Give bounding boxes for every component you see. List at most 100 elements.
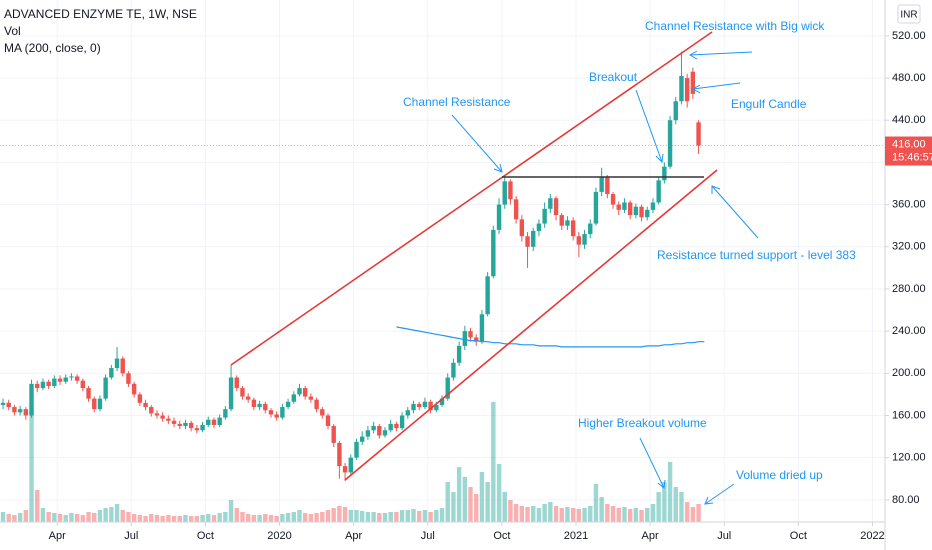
volume-bar — [86, 512, 91, 522]
volume-bar — [251, 515, 257, 522]
volume-bar — [485, 482, 490, 522]
candle-body — [382, 430, 388, 436]
candle-body — [422, 401, 428, 408]
candle-body — [86, 388, 91, 399]
candle-body — [274, 414, 279, 418]
volume-bar — [588, 506, 593, 522]
channel-lower — [344, 169, 718, 481]
candle-body — [650, 202, 656, 210]
candle-body — [588, 223, 593, 235]
volume-bar — [308, 514, 314, 522]
candle-body — [428, 401, 433, 411]
candle-body — [245, 396, 251, 400]
volume-bar — [582, 508, 587, 522]
y-tick-label: 320.00 — [892, 241, 926, 253]
volume-bar — [80, 515, 86, 522]
candle-body — [388, 423, 393, 431]
candle-body — [690, 71, 696, 94]
candle-body — [525, 236, 530, 247]
y-tick-label: 160.00 — [892, 409, 926, 421]
volume-bar — [593, 484, 599, 522]
volume-bar — [40, 508, 46, 522]
volume-bar — [131, 514, 137, 522]
volume-bar — [0, 512, 6, 522]
candle-body — [451, 362, 456, 378]
candle-body — [439, 398, 445, 405]
arrow — [711, 185, 759, 239]
volume-bar — [627, 509, 633, 522]
volume-bar — [479, 472, 485, 522]
candle-body — [80, 380, 86, 389]
candle-body — [177, 423, 182, 427]
last-price-box — [885, 136, 932, 166]
candle-body — [593, 191, 599, 224]
volume-bar — [285, 513, 291, 522]
y-tick-label: 280.00 — [892, 283, 926, 295]
volume-bar — [553, 506, 559, 522]
volume-bar — [325, 510, 331, 522]
volume-bar — [605, 504, 610, 522]
volume-bar — [411, 509, 416, 522]
arrow — [451, 114, 503, 173]
volume-bar — [194, 516, 200, 522]
volume-bar — [57, 514, 63, 522]
candle-body — [377, 426, 382, 436]
candle-body — [114, 358, 120, 369]
volume-bar — [684, 502, 690, 522]
candle-body — [417, 403, 422, 408]
volume-bar — [331, 508, 336, 522]
volume-bar — [377, 513, 382, 522]
candle-body — [616, 204, 621, 210]
annotation: Volume dried up — [736, 468, 823, 482]
y-tick-label: 480.00 — [892, 72, 926, 84]
candle-body — [35, 383, 40, 389]
volume-bar — [570, 508, 576, 522]
volume-bar — [245, 514, 251, 522]
candle-body — [354, 441, 359, 458]
candle-body — [513, 199, 519, 220]
x-tick-label: 2020 — [267, 530, 291, 542]
candle-body — [97, 398, 103, 410]
volume-bar — [662, 482, 667, 522]
countdown: 15:46:57 — [892, 151, 932, 163]
volume-bar — [63, 515, 68, 522]
volume-bar — [114, 504, 120, 522]
volume-bar — [12, 515, 17, 522]
currency-box[interactable] — [897, 4, 921, 24]
volume-bar — [74, 514, 80, 522]
candle-body — [565, 220, 570, 226]
volume-bar — [451, 492, 456, 522]
candle-body — [92, 398, 97, 410]
y-tick-label: 520.00 — [892, 30, 926, 42]
candle-body — [63, 377, 68, 382]
volume-bar — [422, 510, 428, 522]
x-tick-label: Apr — [49, 530, 66, 542]
candle-body — [217, 417, 222, 425]
candle-body — [508, 181, 513, 200]
candle-body — [206, 419, 211, 425]
volume-bar — [257, 515, 262, 522]
x-tick-label: Oct — [790, 530, 807, 542]
volume-bar — [223, 512, 228, 522]
volume-bar — [434, 510, 439, 522]
volume-bar — [348, 510, 353, 522]
candle-body — [491, 229, 496, 277]
x-tick-label: Jul — [124, 530, 138, 542]
volume-bar — [519, 506, 525, 522]
volume-pane — [0, 402, 701, 522]
arrow — [704, 483, 735, 505]
candle-body — [183, 422, 188, 427]
candle-body — [0, 402, 6, 405]
volume-bar — [616, 508, 621, 522]
volume-bar — [559, 508, 564, 522]
candle-body — [639, 206, 644, 218]
x-tick-label: Oct — [197, 530, 214, 542]
candle-body — [325, 415, 331, 427]
currency[interactable]: INR — [900, 10, 917, 21]
y-tick-label: 200.00 — [892, 367, 926, 379]
volume-bar — [645, 508, 650, 522]
candle-body — [633, 206, 639, 216]
arrows — [451, 50, 759, 505]
volume-bar — [234, 508, 239, 522]
